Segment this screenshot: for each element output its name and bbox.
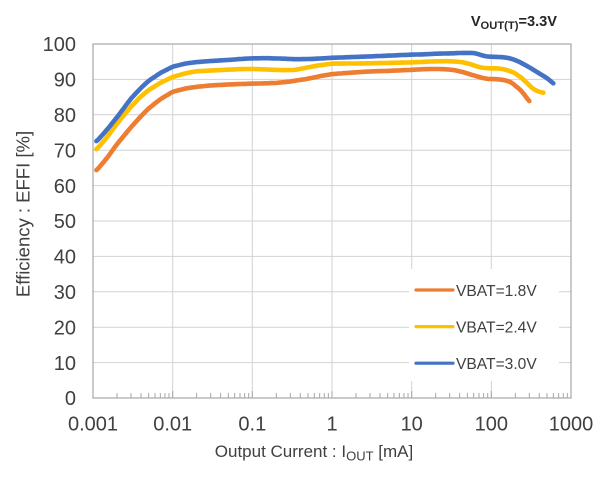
svg-text:10: 10 [401,414,423,436]
svg-text:40: 40 [54,247,76,269]
svg-text:90: 90 [54,70,76,92]
svg-text:VBAT=3.0V: VBAT=3.0V [456,356,537,373]
svg-text:1: 1 [326,414,337,436]
svg-text:80: 80 [54,105,76,127]
svg-text:0.01: 0.01 [153,414,192,436]
svg-text:10: 10 [54,353,76,375]
svg-text:VBAT=2.4V: VBAT=2.4V [456,319,537,336]
svg-text:Efficiency : EFFI [%]: Efficiency : EFFI [%] [13,131,34,297]
svg-text:Output Current : IOUT [mA]: Output Current : IOUT [mA] [215,442,413,464]
svg-text:100: 100 [43,34,76,56]
svg-text:20: 20 [54,317,76,339]
svg-text:70: 70 [54,140,76,162]
svg-text:0.1: 0.1 [238,414,266,436]
svg-text:50: 50 [54,211,76,233]
svg-text:0: 0 [65,388,76,410]
svg-text:1000: 1000 [549,414,594,436]
svg-text:60: 60 [54,176,76,198]
svg-text:VBAT=1.8V: VBAT=1.8V [456,283,537,300]
svg-text:0.001: 0.001 [68,414,118,436]
svg-text:100: 100 [475,414,508,436]
svg-text:30: 30 [54,282,76,304]
